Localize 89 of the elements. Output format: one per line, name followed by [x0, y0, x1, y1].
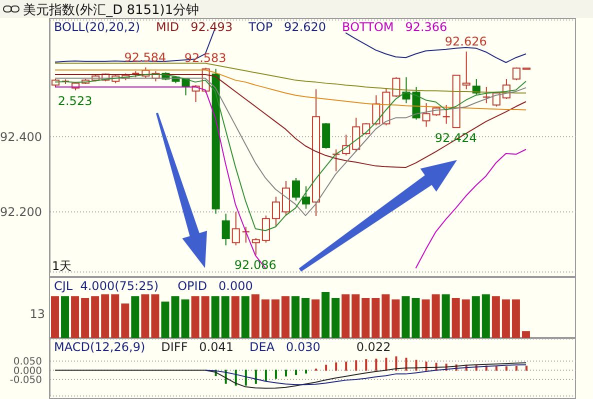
annotation: 2.523: [58, 94, 92, 108]
bar: [422, 299, 430, 338]
text: TOP 92.620: [248, 20, 326, 34]
bar: [191, 296, 200, 338]
y-tick-label: 92.400: [0, 130, 42, 144]
bar: [221, 296, 230, 338]
bar: [251, 294, 260, 338]
bar: [522, 331, 530, 338]
bar: [101, 294, 110, 338]
bar: [452, 298, 460, 338]
bar: [492, 296, 500, 338]
bar: [131, 296, 140, 338]
bar: [362, 298, 370, 338]
bar: [261, 299, 270, 338]
candlestick: [322, 122, 330, 150]
bar: [512, 299, 520, 338]
chart-title: 美元指数(外汇_D 8151)1分钟: [23, 2, 200, 19]
candlestick: [442, 104, 450, 124]
y-tick-label: 0.000: [13, 366, 42, 377]
bar: [81, 298, 90, 338]
y-tick-label: 0.050: [13, 356, 42, 368]
annotation: 92.626: [444, 34, 487, 49]
annotation: 92.583: [184, 50, 226, 65]
bar: [302, 298, 310, 338]
bar: [392, 299, 400, 338]
bar: [161, 302, 170, 338]
bar: [332, 298, 340, 338]
bar: [181, 299, 190, 338]
bar: [352, 294, 360, 338]
bar: [372, 298, 380, 338]
candlestick: [242, 226, 250, 244]
candlestick: [252, 238, 260, 256]
candlestick: [392, 76, 400, 98]
text: DEA 0.030: [250, 340, 320, 354]
y-tick-label: 92.200: [0, 205, 42, 220]
annotation: 92.584: [124, 50, 166, 64]
annotation: 0.022: [356, 340, 391, 354]
bar: [412, 298, 420, 338]
candlestick: [302, 186, 310, 210]
candlestick: [262, 215, 270, 244]
text: BOTTOM 92.366: [342, 20, 448, 34]
bar: [472, 296, 480, 338]
candlestick: [232, 211, 240, 246]
candlestick: [272, 196, 280, 228]
candlestick: [222, 213, 230, 246]
bar: [382, 294, 390, 338]
line-series: [54, 362, 526, 389]
bar: [432, 294, 440, 338]
bar: [211, 296, 220, 338]
bar: [462, 299, 470, 338]
candlestick: [462, 51, 470, 90]
bar: [402, 296, 410, 338]
bar: [91, 296, 100, 338]
bar: [171, 296, 180, 338]
x-axis-title: 1天: [52, 258, 72, 275]
bar: [201, 296, 210, 338]
bar: [71, 296, 80, 338]
bar: [342, 294, 350, 338]
bar: [111, 294, 120, 338]
line-series: [204, 364, 526, 386]
bar: [51, 296, 59, 338]
bar: [151, 294, 160, 338]
candlestick: [282, 180, 290, 216]
bar: [61, 296, 70, 338]
text: DIFF 0.041: [161, 340, 234, 354]
bar: [141, 294, 150, 338]
bar: [281, 296, 290, 338]
bar: [121, 304, 130, 338]
text: 13: [28, 307, 45, 321]
bar: [502, 299, 510, 338]
bar: [241, 296, 250, 338]
candlestick: [332, 148, 340, 172]
legend-title: BOLL(20,20,2): [54, 20, 140, 34]
bar: [271, 299, 280, 338]
bar: [312, 299, 320, 338]
bar: [292, 296, 300, 338]
candlestick: [352, 117, 360, 152]
candlestick: [372, 94, 380, 126]
chart-title: CJL 4.000(75:25) OPID 0.000: [54, 279, 253, 293]
y-tick-label: -0.050: [10, 375, 42, 386]
legend-title: MACD(12,26,9): [54, 340, 146, 354]
candlestick: [512, 66, 520, 81]
candlestick: [422, 102, 430, 128]
bar: [482, 294, 490, 338]
bar: [231, 296, 240, 338]
bar: [322, 292, 330, 338]
text: MID 92.493: [156, 20, 233, 34]
candlestick: [292, 177, 300, 202]
bar: [442, 294, 450, 338]
